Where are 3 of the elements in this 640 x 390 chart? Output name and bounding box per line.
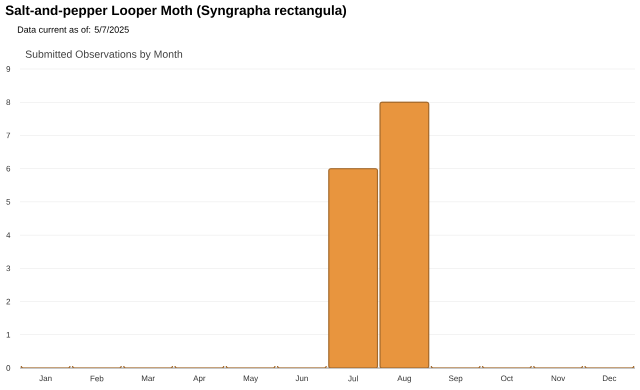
chart-title: Salt-and-pepper Looper Moth (Syngrapha rectangula) [6, 5, 346, 18]
text: Submitted Observations by Month [26, 50, 182, 60]
chart-subtitle: Data current as of: 5/7/2025 [18, 26, 129, 33]
